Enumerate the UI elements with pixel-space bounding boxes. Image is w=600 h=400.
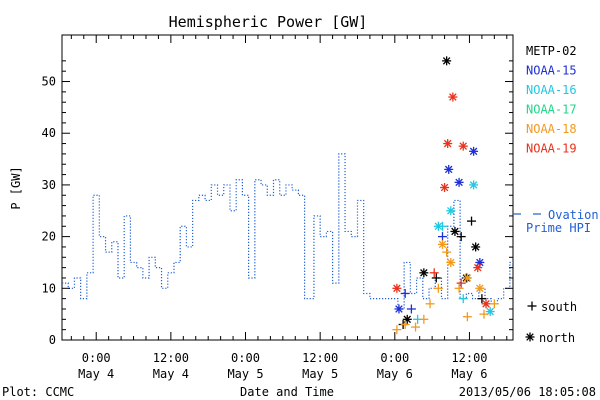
legend-ovation-label: Ovation — [548, 208, 599, 222]
data-point-metp-02-south — [456, 232, 466, 242]
data-point-noaa-18-south — [442, 247, 452, 257]
data-point-noaa-19-north — [473, 263, 483, 273]
data-point-noaa-19-north — [443, 139, 453, 149]
x-tick-label-time: 0:00 — [82, 351, 111, 365]
data-point-noaa-15-north — [444, 164, 454, 174]
y-tick-label: 10 — [42, 281, 56, 295]
x-tick-label-time: 0:00 — [231, 351, 260, 365]
ovation-step-path — [62, 153, 513, 310]
x-tick-label-time: 12:00 — [153, 351, 189, 365]
y-axis-label: P [GW] — [9, 166, 23, 209]
data-point-noaa-18-north — [475, 283, 485, 293]
legend-south-label: south — [541, 300, 577, 314]
data-point-noaa-19-south — [456, 278, 466, 288]
legend-entry: NOAA-15 — [526, 64, 577, 78]
chart-title: Hemispheric Power [GW] — [169, 13, 368, 31]
x-tick-label-time: 12:00 — [451, 351, 487, 365]
data-point-noaa-15-north — [454, 177, 464, 187]
data-point-noaa-18-south — [479, 309, 489, 319]
legend-entry: NOAA-19 — [526, 142, 577, 156]
data-point-metp-02-south — [467, 216, 477, 226]
ovation-hpi-line — [62, 153, 513, 310]
data-point-noaa-15-north — [394, 304, 404, 314]
plot-area — [61, 34, 514, 341]
data-point-noaa-19-north — [392, 283, 402, 293]
x-tick-label-date: May 6 — [377, 367, 413, 381]
data-point-noaa-18-south — [425, 299, 435, 309]
x-tick-label-date: May 6 — [451, 367, 487, 381]
y-axis: 0 10 20 30 40 50 — [42, 60, 513, 347]
data-point-noaa-15-south — [437, 232, 447, 242]
data-point-noaa-16-north — [446, 206, 456, 216]
legend-entry: NOAA-17 — [526, 103, 577, 117]
y-tick-label: 20 — [42, 230, 56, 244]
legend-south-marker — [527, 301, 537, 311]
y-tick-label: 50 — [42, 75, 56, 89]
data-point-noaa-19-north — [481, 299, 491, 309]
data-point-metp-02-north — [402, 314, 412, 324]
data-point-noaa-18-south — [489, 299, 499, 309]
plot-frame — [61, 34, 514, 341]
data-point-noaa-16-north — [469, 180, 479, 190]
legend-north-label: north — [539, 331, 575, 345]
legend-entry: NOAA-16 — [526, 83, 577, 97]
data-point-noaa-18-south — [419, 314, 429, 324]
data-point-noaa-16-south — [458, 294, 468, 304]
data-point-noaa-19-north — [440, 183, 450, 192]
legend-entry: METP-02 — [526, 44, 577, 58]
data-point-noaa-18-south — [411, 322, 421, 332]
data-point-noaa-15-north — [469, 146, 479, 156]
data-point-metp-02-south — [431, 273, 441, 283]
x-axis: 0:00 May 4 12:00 May 4 0:00 May 5 12:00 May 5 0:… — [70, 35, 508, 381]
data-point-metp-02-north — [419, 268, 429, 278]
data-point-noaa-18-north — [437, 239, 447, 249]
plot-timestamp: 2013/05/06 18:05:08 — [459, 385, 596, 399]
data-point-noaa-18-south — [433, 283, 443, 293]
x-tick-label-date: May 5 — [227, 367, 263, 381]
satellite-points — [392, 56, 499, 335]
y-tick-label: 30 — [42, 178, 56, 192]
data-point-metp-02-south — [477, 294, 487, 304]
data-point-metp-02-north — [450, 226, 460, 236]
data-point-noaa-19-north — [458, 141, 468, 151]
legend: METP-02 NOAA-15 NOAA-16 NOAA-17 NOAA-18 NOAA-… — [513, 44, 599, 345]
data-point-noaa-18-south — [462, 312, 472, 322]
legend-ovation-label-2: Prime HPI — [526, 221, 591, 235]
plot-credit: Plot: CCMC — [2, 385, 74, 399]
legend-entry: NOAA-18 — [526, 122, 577, 136]
x-tick-label-date: May 4 — [78, 367, 114, 381]
x-tick-label-time: 12:00 — [302, 351, 338, 365]
y-tick-label: 0 — [49, 333, 56, 347]
data-point-metp-02-north — [442, 56, 452, 66]
x-axis-label: Date and Time — [240, 385, 334, 399]
data-point-noaa-15-south — [400, 288, 410, 298]
data-point-noaa-15-south — [406, 304, 416, 314]
legend-north-marker — [525, 332, 535, 342]
data-point-noaa-18-south — [454, 283, 464, 293]
data-point-noaa-16-south — [437, 221, 447, 231]
x-tick-label-date: May 5 — [302, 367, 338, 381]
data-point-noaa-18-south — [400, 319, 410, 329]
y-tick-label: 40 — [42, 126, 56, 140]
x-tick-label-time: 0:00 — [380, 351, 409, 365]
data-point-metp-02-north — [471, 242, 481, 252]
data-point-noaa-19-south — [429, 268, 439, 278]
data-point-noaa-18-north — [462, 273, 472, 283]
data-point-noaa-19-north — [448, 92, 458, 102]
data-point-noaa-18-south — [392, 325, 402, 335]
data-point-noaa-18-north — [446, 257, 456, 267]
x-tick-label-date: May 4 — [153, 367, 189, 381]
